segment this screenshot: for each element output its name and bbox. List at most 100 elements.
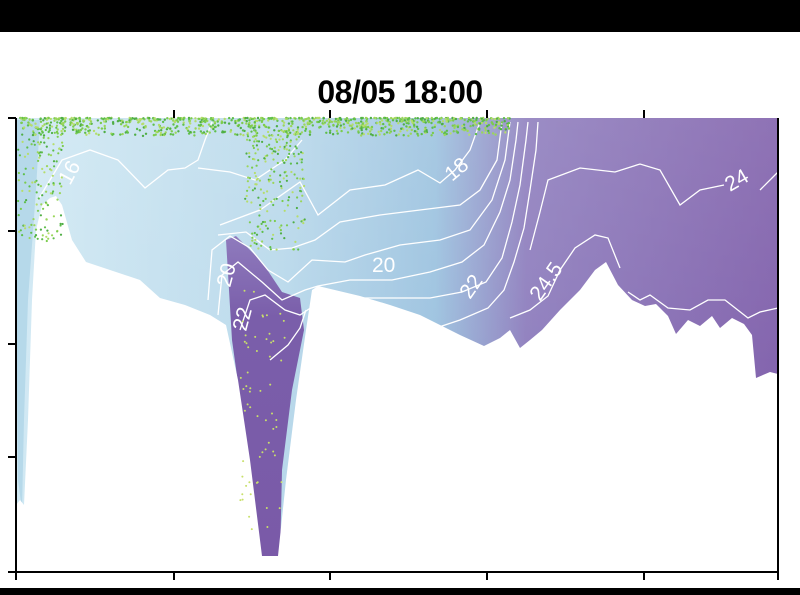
observation-point — [241, 498, 244, 501]
observation-point — [227, 122, 231, 125]
observation-point — [255, 134, 258, 137]
observation-point — [216, 120, 219, 123]
observation-point — [360, 120, 363, 123]
observation-point — [228, 116, 231, 120]
observation-point — [360, 128, 363, 132]
observation-point — [186, 128, 189, 131]
observation-point — [248, 139, 251, 142]
observation-point — [154, 133, 157, 136]
observation-point — [41, 124, 44, 128]
observation-point — [245, 385, 248, 388]
observation-point — [34, 228, 38, 231]
observation-point — [39, 151, 42, 154]
observation-point — [85, 117, 88, 120]
observation-point — [500, 124, 503, 127]
observation-point — [407, 122, 410, 125]
observation-point — [256, 481, 259, 484]
observation-point — [204, 120, 207, 124]
observation-point — [63, 120, 67, 123]
observation-point — [71, 118, 74, 122]
observation-point — [56, 230, 59, 233]
observation-point — [231, 117, 235, 120]
observation-point — [121, 132, 124, 136]
observation-point — [325, 131, 328, 134]
observation-point — [413, 130, 417, 133]
observation-point — [213, 121, 217, 124]
observation-point — [420, 132, 423, 136]
observation-point — [161, 120, 165, 124]
observation-point — [49, 117, 52, 121]
observation-point — [275, 426, 278, 428]
observation-point — [253, 187, 256, 190]
observation-point — [273, 219, 276, 223]
observation-point — [172, 123, 175, 126]
observation-point — [445, 120, 448, 123]
observation-point — [47, 183, 50, 186]
observation-point — [45, 202, 48, 205]
observation-point — [47, 153, 50, 156]
observation-point — [37, 141, 40, 144]
observation-point — [267, 119, 270, 122]
observation-point — [36, 237, 39, 240]
observation-point — [300, 151, 303, 154]
observation-point — [103, 120, 106, 123]
observation-point — [213, 125, 217, 129]
observation-point — [248, 221, 251, 224]
observation-point — [45, 190, 48, 193]
observation-point — [361, 122, 364, 125]
observation-point — [41, 238, 44, 241]
observation-point — [245, 119, 248, 123]
observation-point — [289, 162, 292, 165]
observation-point — [118, 119, 121, 122]
observation-point — [468, 133, 471, 136]
observation-point — [277, 149, 280, 152]
observation-point — [140, 118, 143, 121]
observation-point — [160, 129, 163, 132]
observation-point — [38, 131, 41, 135]
observation-point — [451, 124, 454, 127]
observation-point — [268, 180, 271, 183]
observation-point — [60, 185, 63, 188]
observation-point — [348, 124, 352, 127]
observation-point — [37, 159, 40, 162]
observation-point — [413, 123, 416, 127]
observation-point — [117, 117, 121, 120]
observation-point — [461, 128, 464, 131]
observation-point — [403, 119, 406, 122]
observation-point — [183, 116, 186, 120]
observation-point — [292, 221, 295, 224]
observation-point — [56, 198, 59, 201]
observation-point — [248, 515, 251, 518]
observation-point — [84, 131, 87, 134]
observation-point — [487, 131, 491, 135]
observation-point — [31, 119, 35, 122]
observation-point — [274, 138, 277, 141]
observation-point — [283, 336, 286, 339]
observation-point — [246, 138, 249, 141]
observation-point — [295, 147, 298, 150]
observation-point — [72, 123, 76, 126]
observation-point — [248, 155, 251, 158]
observation-point — [265, 314, 268, 317]
observation-point — [345, 117, 349, 120]
observation-point — [41, 131, 44, 134]
observation-point — [31, 133, 35, 137]
observation-point — [278, 507, 281, 510]
observation-point — [237, 124, 240, 128]
observation-point — [255, 131, 258, 134]
observation-point — [383, 133, 386, 136]
observation-point — [249, 387, 252, 390]
observation-point — [360, 134, 363, 137]
observation-point — [42, 207, 45, 210]
observation-point — [278, 226, 281, 229]
observation-point — [275, 118, 278, 121]
observation-point — [289, 144, 292, 148]
observation-point — [179, 118, 182, 121]
observation-point — [293, 155, 296, 158]
observation-point — [276, 161, 279, 165]
observation-point — [52, 160, 56, 163]
observation-point — [299, 177, 302, 180]
observation-point — [204, 118, 208, 122]
observation-point — [300, 190, 303, 193]
